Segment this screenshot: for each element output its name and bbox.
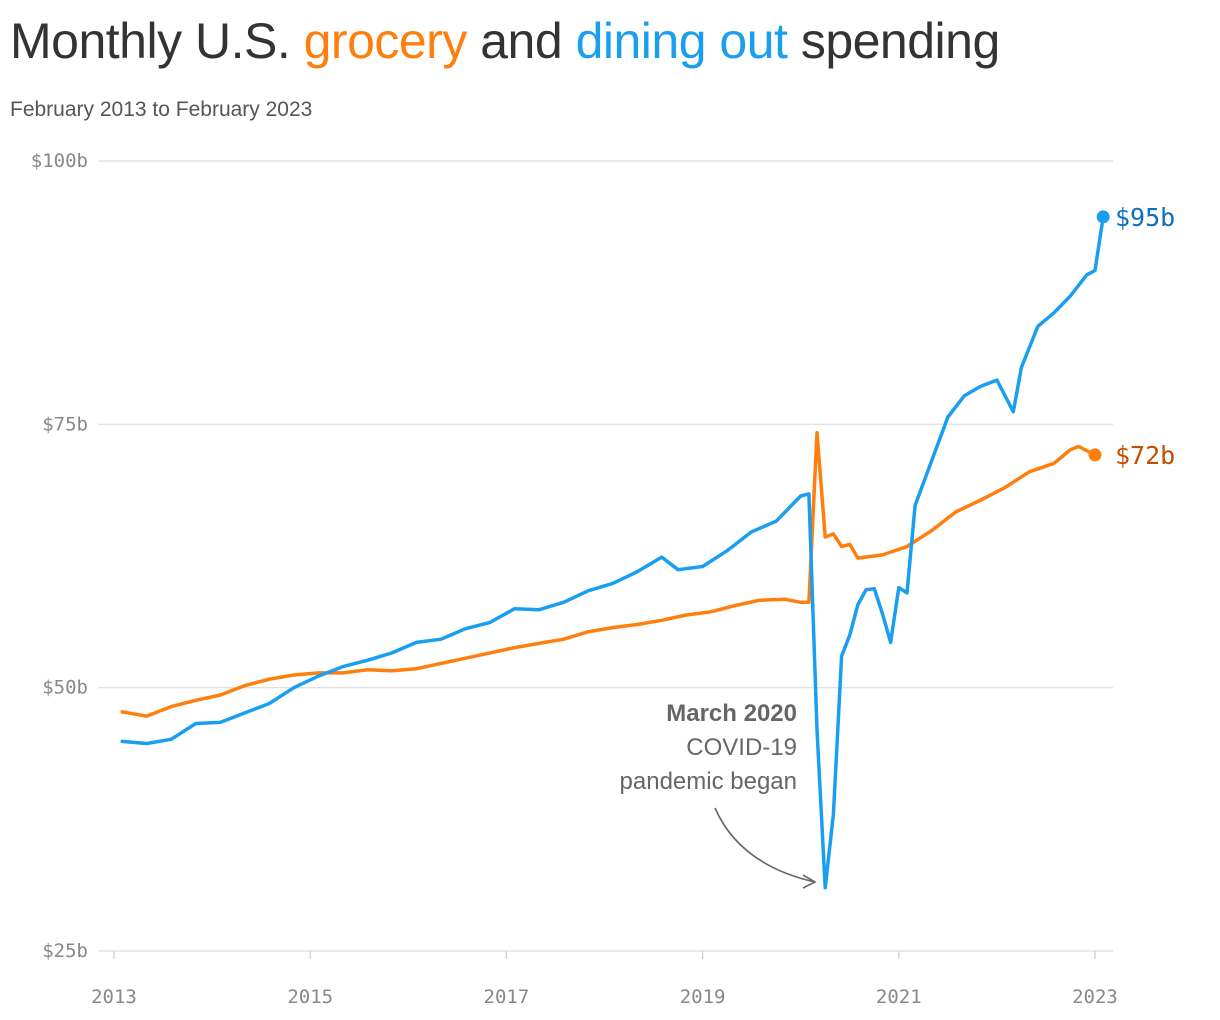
dining-out-end-point <box>1096 210 1110 224</box>
title-grocery-word: grocery <box>303 13 468 69</box>
grid-layer: $100b $75b $50b $25b <box>31 150 1113 962</box>
x-tick-label: 2015 <box>287 986 333 1008</box>
annotation-line-2: COVID-19 <box>686 734 797 761</box>
series-layer <box>120 210 1110 890</box>
annotation-layer: March 2020 COVID-19 pandemic began <box>620 700 817 889</box>
x-tick-label: 2021 <box>876 986 922 1008</box>
grocery-end-point <box>1088 448 1102 462</box>
title-post: spending <box>787 13 1000 69</box>
x-tick-label: 2013 <box>91 986 137 1008</box>
annotation-title: March 2020 <box>666 700 797 727</box>
annotation-line-3: pandemic began <box>620 768 797 795</box>
annotation-arrow <box>714 807 816 883</box>
grocery-end-label: $72b <box>1115 441 1175 470</box>
y-tick-label: $25b <box>42 940 88 962</box>
x-tick-label: 2017 <box>484 986 530 1008</box>
annotation-arrowhead <box>802 874 817 889</box>
x-tick-label: 2023 <box>1072 986 1118 1008</box>
y-tick-label: $50b <box>42 677 88 699</box>
y-tick-label: $100b <box>31 150 88 172</box>
chart-subtitle: February 2013 to February 2023 <box>10 98 313 121</box>
dining-out-end-label: $95b <box>1115 203 1175 232</box>
title-pre: Monthly U.S. <box>10 13 304 69</box>
chart-title: Monthly U.S. grocery and dining out spen… <box>10 12 1000 70</box>
x-tick-label: 2019 <box>680 986 726 1008</box>
grocery-series-line <box>120 431 1097 718</box>
dining-out-series-line <box>120 215 1105 890</box>
y-tick-label: $75b <box>42 413 88 435</box>
label-layer: $72b $95b <box>1115 203 1175 470</box>
title-mid: and <box>466 13 576 69</box>
title-dining-word: dining out <box>575 13 788 69</box>
axis-layer: 2013 2015 2017 2019 2021 2023 <box>91 951 1118 1008</box>
